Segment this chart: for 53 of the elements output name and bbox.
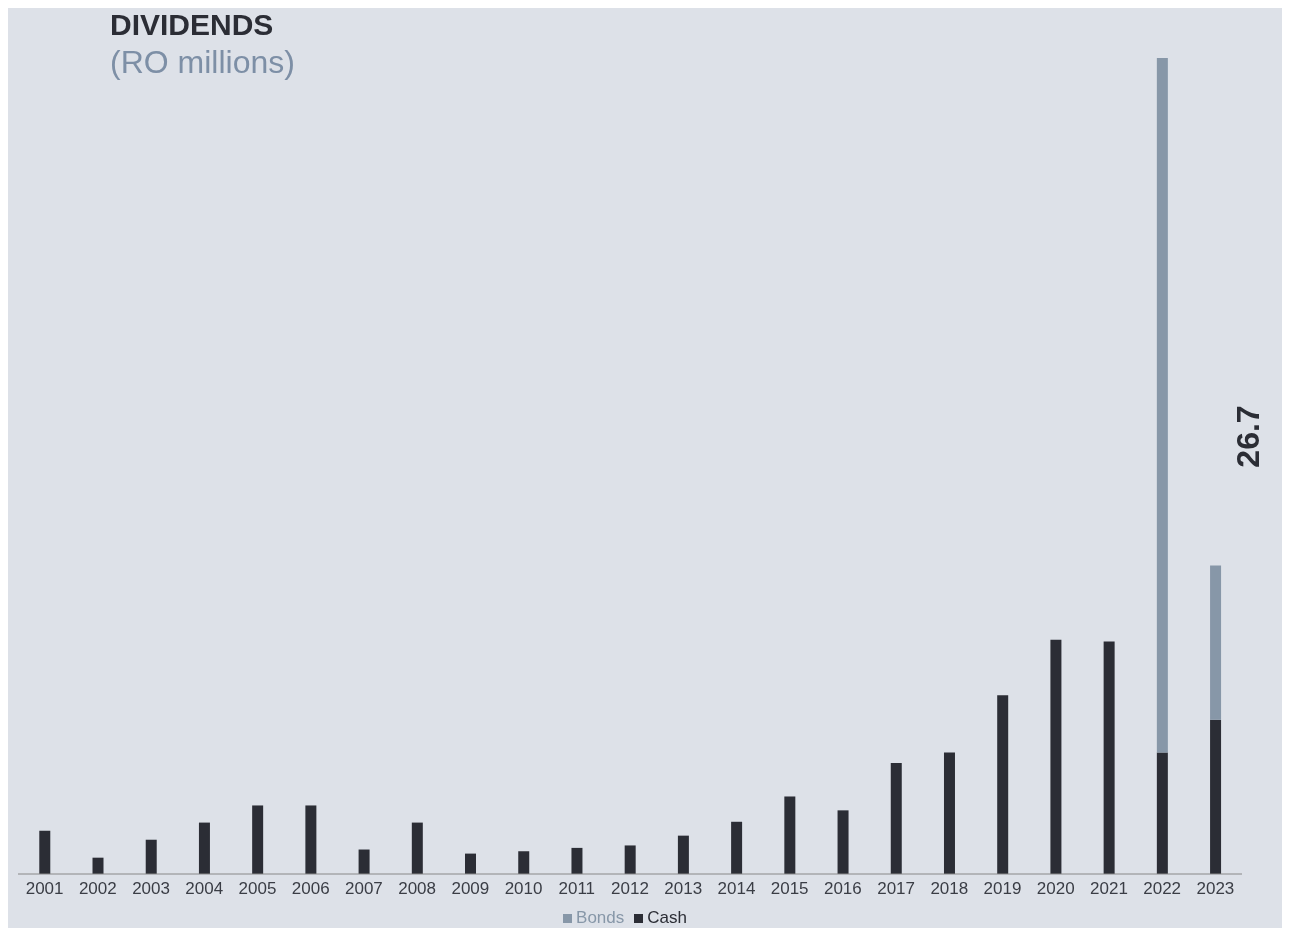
x-tick-label: 2020 [1036, 879, 1075, 899]
bar [943, 752, 955, 874]
x-tick-label: 2021 [1090, 879, 1128, 899]
bar [1156, 752, 1168, 874]
annotation: 26.7 [1229, 404, 1267, 470]
x-tick-label: 2009 [451, 879, 490, 899]
bar [1050, 639, 1062, 874]
bar [784, 796, 796, 874]
bar [358, 849, 370, 874]
bar [92, 857, 104, 874]
x-tick-label: 2016 [823, 879, 862, 899]
bar [571, 847, 583, 874]
x-tick-label: 2010 [504, 879, 543, 899]
chart-title: DIVIDENDS [110, 8, 274, 42]
bar [145, 839, 157, 874]
x-tick-label: 2013 [664, 879, 703, 899]
x-tick-label: 2005 [238, 879, 277, 899]
chart-subtitle: (RO millions) [110, 44, 295, 81]
x-tick-label: 2015 [770, 879, 809, 899]
bar [1210, 719, 1222, 874]
x-tick-label: 2004 [185, 879, 224, 899]
x-tick-label: 2002 [78, 879, 117, 899]
x-tick-label: 2019 [983, 879, 1022, 899]
x-tick-label: 2023 [1196, 879, 1235, 899]
bar [1103, 641, 1115, 874]
x-tick-label: 2006 [291, 879, 330, 899]
x-tick-label: 2011 [558, 879, 596, 899]
bar [624, 845, 636, 874]
bar [252, 805, 264, 874]
bar [837, 810, 849, 874]
x-tick-label: 2022 [1143, 879, 1182, 899]
x-tick-label: 2012 [611, 879, 649, 899]
bar [890, 763, 902, 874]
bar [1210, 565, 1222, 720]
bar [411, 822, 423, 874]
bar [305, 805, 317, 874]
bar [465, 853, 477, 874]
x-tick-label: 2007 [345, 879, 383, 899]
legend-label: Bonds [576, 908, 625, 927]
x-tick-label: 2008 [398, 879, 437, 899]
bar [39, 830, 51, 874]
legend-label: Cash [647, 908, 687, 927]
bar [997, 695, 1009, 874]
bar [731, 821, 743, 874]
bar [677, 835, 689, 874]
x-tick-label: 2014 [717, 879, 756, 899]
x-tick-label: 2018 [930, 879, 969, 899]
x-tick-label: 2003 [132, 879, 170, 899]
bar [198, 822, 210, 874]
bar [518, 851, 530, 874]
x-tick-label: 2001 [25, 879, 64, 899]
bar [1156, 58, 1168, 753]
x-tick-label: 2017 [877, 879, 915, 899]
